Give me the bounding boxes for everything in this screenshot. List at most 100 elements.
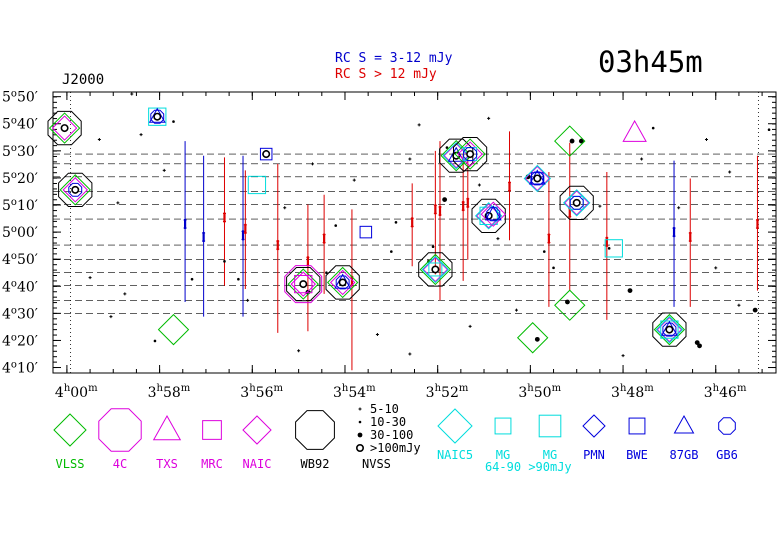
- wb92-source-symbol: [652, 312, 687, 347]
- nvss-source: [334, 224, 338, 227]
- nvss-source: [162, 168, 166, 172]
- naic5-source-symbol: [523, 164, 552, 193]
- nvss-source: [237, 277, 240, 281]
- x-tick-unit-h: h: [64, 383, 71, 394]
- legend-87gb-label: 87GB: [670, 448, 699, 462]
- vlss-source-symbol: [419, 253, 452, 286]
- y-tick-label: 5o00′: [2, 224, 38, 241]
- vlss-source-symbol: [554, 125, 586, 157]
- x-tick-unit-h: h: [527, 383, 534, 394]
- y-tick-label: 4o50′: [2, 251, 38, 268]
- x-tick-unit-h: h: [249, 383, 256, 394]
- x-tick-unit-h: h: [713, 383, 720, 394]
- rc-note-faint: RC S = 3-12 mJy: [335, 51, 453, 66]
- vlss-source-symbol: [48, 112, 81, 144]
- naic-source-symbol: [51, 115, 78, 141]
- x-tick-label: 3h54m: [333, 383, 376, 401]
- naic-source-symbol: [290, 271, 316, 297]
- vlss-source-symbol: [157, 313, 190, 346]
- y-tick-unit-deg: o: [11, 197, 17, 208]
- legend-nvss-label: NVSS: [362, 457, 391, 471]
- legend-nvss-size-label: 30-100: [370, 428, 413, 442]
- y-tick-unit-arcmin: ′: [35, 117, 38, 133]
- x-tick-unit-m: m: [459, 383, 469, 394]
- y-tick-label: 4o10′: [2, 360, 38, 377]
- x-tick-hour: 3: [426, 385, 435, 401]
- x-tick-label: 3h52m: [426, 383, 469, 401]
- legend-naic-label: NAIC: [243, 457, 272, 471]
- nvss-source: [442, 197, 448, 202]
- x-tick-hour: 3: [704, 385, 713, 401]
- y-tick-unit-arcmin: ′: [35, 333, 38, 349]
- y-tick-label: 5o30′: [2, 143, 38, 160]
- nvss-bright-source: [665, 325, 674, 334]
- y-tick-unit-deg: o: [11, 251, 17, 262]
- nvss-source: [311, 162, 315, 166]
- x-tick-label: 3h58m: [148, 383, 191, 401]
- nvss-source: [496, 237, 500, 241]
- legend-naic-symbol: [242, 415, 272, 445]
- y-tick-unit-deg: o: [11, 143, 17, 154]
- y-tick-degree: 5: [2, 225, 11, 241]
- x-tick-label: 3h46m: [704, 383, 747, 401]
- y-tick-unit-arcmin: ′: [35, 306, 38, 322]
- y-tick-arcmin: 40: [17, 279, 35, 295]
- legend-nvss-size-marker: [355, 443, 364, 452]
- legend-nvss-size-label: 10-30: [370, 415, 406, 429]
- nvss-source: [172, 120, 175, 123]
- nvss-source: [88, 276, 92, 280]
- vlss-source-symbol: [516, 322, 549, 354]
- x-tick-minute: 00: [70, 385, 88, 401]
- nvss-source: [578, 138, 584, 144]
- plot-area: 4h00m 3h58m 3h56m 3h54m 3h52m 3h50m 3h48m 3h46m…: [2, 89, 777, 401]
- x-tick-minute: 46: [719, 385, 737, 401]
- naic-source-symbol: [480, 201, 506, 227]
- nvss-source: [569, 138, 575, 144]
- y-tick-unit-arcmin: ′: [35, 252, 38, 268]
- nvss-source: [737, 303, 741, 307]
- chart-title: 03h45m: [598, 45, 703, 79]
- rc-error-bar: [688, 178, 692, 307]
- y-tick-label: 5o20′: [2, 170, 38, 187]
- x-tick-label: 3h48m: [611, 383, 654, 401]
- vlss-source-symbol: [454, 138, 486, 170]
- y-tick-unit-arcmin: ′: [35, 171, 38, 187]
- naic-source-symbol: [443, 143, 469, 169]
- nvss-source: [431, 245, 435, 249]
- y-tick-degree: 4: [2, 279, 11, 295]
- legend-mg-subnote: 64-90: [485, 460, 521, 474]
- x-tick-minute: 50: [534, 385, 552, 401]
- legend-mg90-symbol: [538, 414, 562, 438]
- gb6-source-symbol: [486, 207, 501, 222]
- nvss-bright-source: [60, 124, 69, 133]
- nvss-source: [714, 266, 718, 270]
- x-tick-hour: 3: [148, 385, 157, 401]
- y-tick-degree: 5: [2, 198, 11, 214]
- nvss-source: [487, 116, 491, 120]
- y-tick-degree: 4: [2, 252, 11, 268]
- y-tick-unit-deg: o: [11, 89, 17, 100]
- y-tick-unit-arcmin: ′: [35, 144, 38, 160]
- wb92-source-symbol: [47, 110, 82, 146]
- x-tick-minute: 48: [626, 385, 644, 401]
- y-tick-unit-arcmin: ′: [35, 198, 38, 214]
- y-tick-arcmin: 10: [17, 361, 35, 377]
- legend-naic5-symbol: [437, 408, 473, 444]
- naic-source-symbol: [62, 177, 88, 203]
- nvss-bright-source: [262, 150, 271, 159]
- nvss-source: [651, 126, 655, 130]
- y-tick-arcmin: 10: [17, 198, 35, 214]
- wb92-source-symbol: [418, 252, 453, 287]
- nvss-source: [445, 146, 449, 149]
- naic-source-symbol: [524, 165, 551, 192]
- nvss-source: [542, 250, 546, 253]
- nvss-source: [130, 92, 134, 96]
- nvss-source: [352, 178, 356, 182]
- legend-mrc-symbol: [202, 420, 222, 440]
- legend-mg90-label: MG: [543, 448, 557, 462]
- nvss-source: [375, 332, 379, 336]
- vlss-source-symbol: [326, 266, 359, 299]
- nvss-source: [598, 204, 602, 208]
- nvss-source: [394, 221, 398, 224]
- legend-wb92-label: WB92: [301, 457, 330, 471]
